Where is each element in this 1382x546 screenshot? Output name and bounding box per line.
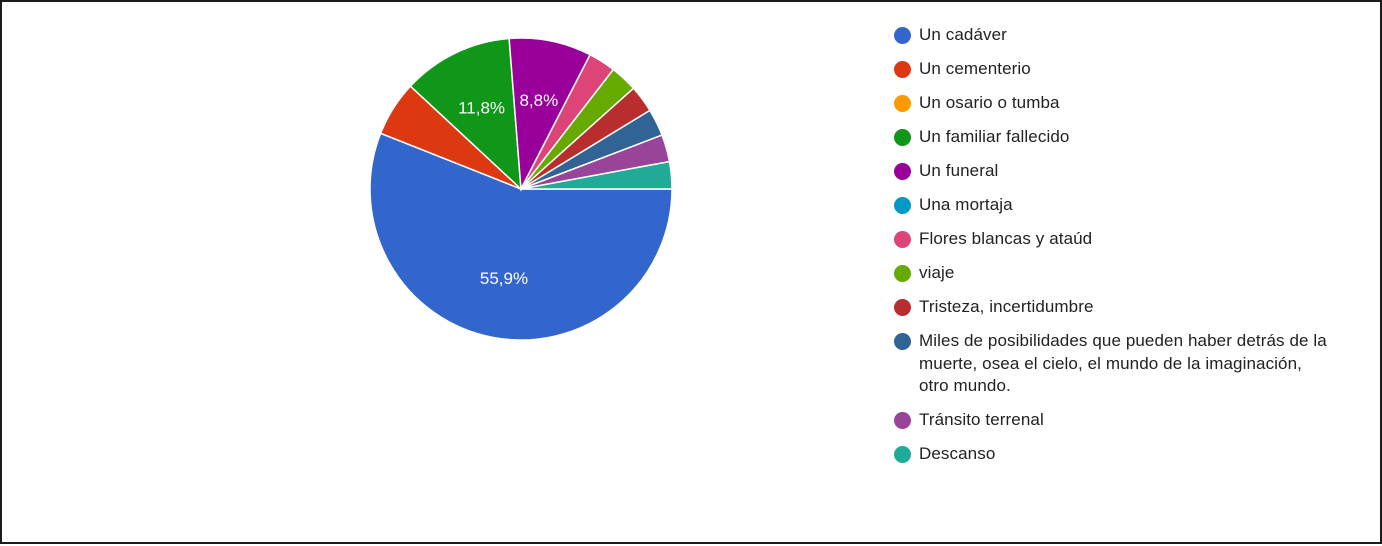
legend-label-6: Flores blancas y ataúd: [919, 229, 1093, 248]
legend-item-0: Un cadáver: [894, 24, 1334, 47]
legend-swatch-7: [894, 265, 911, 282]
legend-item-6: Flores blancas y ataúd: [894, 228, 1334, 251]
pie-slice-label-3: 11,8%: [458, 98, 505, 117]
legend-item-9: Miles de posibilidades que pueden haber …: [894, 330, 1334, 398]
legend-swatch-9: [894, 333, 911, 350]
legend-swatch-3: [894, 129, 911, 146]
legend-item-4: Un funeral: [894, 160, 1334, 183]
legend-swatch-10: [894, 412, 911, 429]
legend-item-10: Tránsito terrenal: [894, 409, 1334, 432]
legend-label-5: Una mortaja: [919, 195, 1013, 214]
pie-slice-3: [409, 37, 522, 191]
legend-item-1: Un cementerio: [894, 58, 1334, 81]
legend-item-11: Descanso: [894, 443, 1334, 466]
legend-item-3: Un familiar fallecido: [894, 126, 1334, 149]
legend-item-8: Tristeza, incertidumbre: [894, 296, 1334, 319]
legend-label-2: Un osario o tumba: [919, 93, 1060, 112]
legend-label-4: Un funeral: [919, 161, 999, 180]
legend-label-8: Tristeza, incertidumbre: [919, 297, 1094, 316]
legend-item-7: viaje: [894, 262, 1334, 285]
legend-label-0: Un cadáver: [919, 25, 1007, 44]
legend-label-1: Un cementerio: [919, 59, 1031, 78]
pie-slice-11: [520, 160, 673, 190]
legend-swatch-2: [894, 95, 911, 112]
legend-swatch-1: [894, 61, 911, 78]
legend-swatch-6: [894, 231, 911, 248]
legend-swatch-4: [894, 163, 911, 180]
pie-slice-label-0: 55,9%: [480, 269, 528, 288]
legend-label-11: Descanso: [919, 444, 996, 463]
pie-slice-0: [369, 132, 673, 341]
legend-label-10: Tránsito terrenal: [919, 410, 1044, 429]
legend-swatch-0: [894, 27, 911, 44]
legend-label-9: Miles de posibilidades que pueden haber …: [919, 331, 1327, 395]
legend-item-5: Una mortaja: [894, 194, 1334, 217]
pie-slice-4: [508, 37, 592, 192]
legend-item-2: Un osario o tumba: [894, 92, 1334, 115]
chart-legend: Un cadáver Un cementerio Un osario o tumba…: [894, 24, 1334, 477]
legend-label-7: viaje: [919, 263, 955, 282]
pie-slice-label-4: 8,8%: [519, 91, 558, 110]
legend-label-3: Un familiar fallecido: [919, 127, 1070, 146]
legend-swatch-8: [894, 299, 911, 316]
legend-swatch-5: [894, 197, 911, 214]
legend-swatch-11: [894, 446, 911, 463]
